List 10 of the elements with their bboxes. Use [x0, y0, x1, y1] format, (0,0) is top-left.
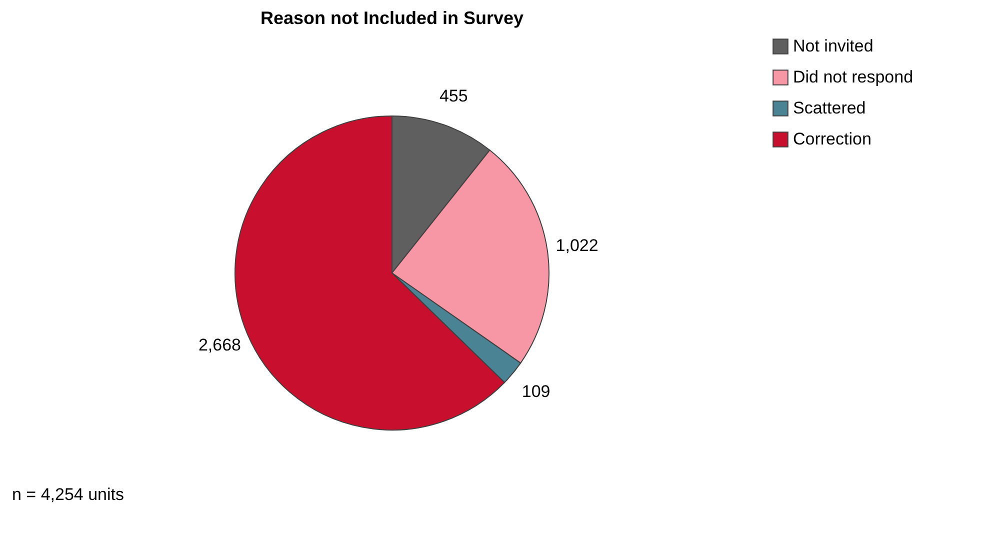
data-label: 455 [439, 86, 468, 106]
chart-title: Reason not Included in Survey [260, 8, 524, 28]
text: n = 4,254 units [12, 485, 124, 504]
data-label: 2,668 [198, 336, 241, 355]
legend-label: Did not respond [793, 68, 914, 86]
data-label: 109 [522, 382, 550, 402]
legend-label: Not invited [793, 36, 874, 56]
data-label: 1,022 [556, 236, 598, 256]
legend-label: Correction [793, 130, 872, 148]
legend-label: Scattered [793, 98, 866, 118]
